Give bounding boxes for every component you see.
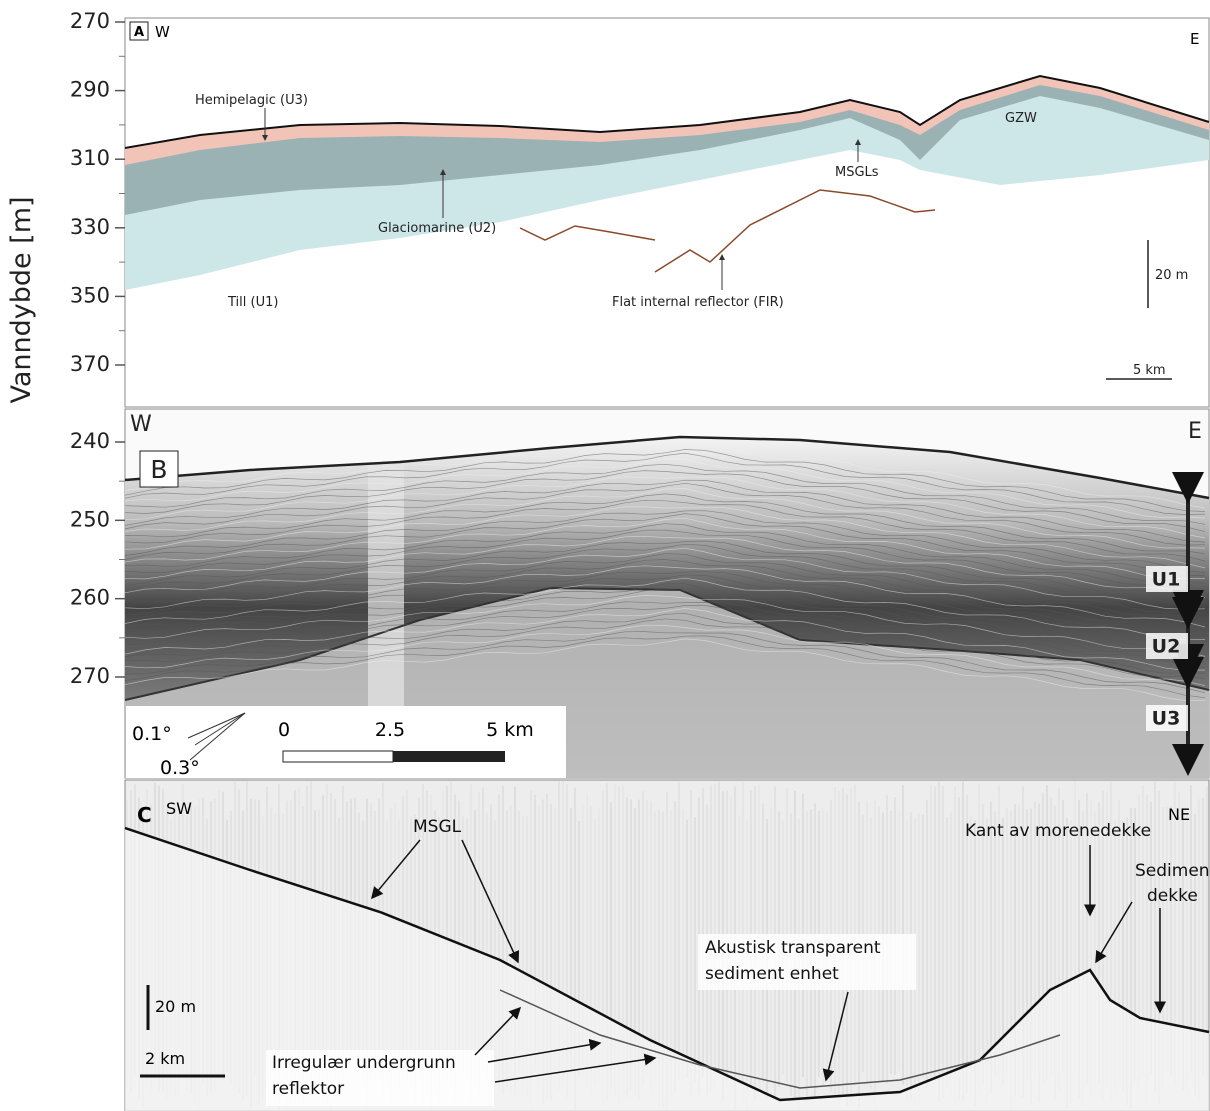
annotation: sediment enhet — [705, 964, 839, 984]
scale-label: 2 km — [145, 1049, 185, 1068]
direction: SW — [166, 799, 192, 818]
unit-label: U1 — [1152, 569, 1181, 591]
scale-label: 5 km — [486, 719, 534, 741]
panel-c: C SW NE MSGL Kant av morenedekke Sedimen… — [125, 780, 1210, 1111]
y-tick-label: 370 — [70, 352, 110, 376]
direction: NE — [1168, 805, 1190, 824]
angle-label: 0.3° — [160, 757, 200, 779]
scale-label: 0 — [278, 719, 290, 741]
panel-label: B — [150, 455, 167, 484]
annotation: reflektor — [272, 1079, 344, 1099]
scale-label: 20 m — [1155, 268, 1188, 283]
y-tick-label: 330 — [70, 215, 110, 239]
annotation: Glaciomarine (U2) — [378, 221, 496, 236]
annotation: Till (U1) — [227, 295, 278, 310]
panel-label: A — [134, 25, 144, 40]
depth-axes: 270 290 310 330 350 370 240 250 260 270 — [70, 9, 125, 688]
annotation: Flat internal reflector (FIR) — [612, 295, 784, 310]
figure: Vanndybde [m] A W E Hemipelagic (U3) Gla… — [0, 0, 1210, 1111]
y-axis-label: Vanndybde [m] — [6, 196, 37, 403]
panel-a: A W E Hemipelagic (U3) Glaciomarine (U2)… — [125, 18, 1209, 407]
direction: E — [1190, 30, 1199, 48]
annotation: Hemipelagic (U3) — [195, 93, 308, 108]
scale-label: 5 km — [1133, 363, 1166, 378]
direction: W — [130, 412, 152, 437]
direction: W — [155, 23, 170, 41]
y-tick-label: 270 — [70, 9, 110, 33]
panel-b: W E B 0.1° 0.3° 0 2.5 5 km U1 U2 U3 — [125, 409, 1209, 779]
annotation: MSGLs — [835, 165, 879, 180]
scale-label: 20 m — [155, 997, 196, 1016]
y-tick-label: 350 — [70, 283, 110, 307]
scale-bar — [393, 751, 505, 762]
annotation: Akustisk transparent — [705, 938, 881, 958]
annotation: GZW — [1005, 111, 1037, 126]
annotation: MSGL — [413, 817, 462, 837]
unit-label: U2 — [1152, 636, 1181, 658]
annotation: Sediment- — [1135, 861, 1210, 881]
panel-label: C — [137, 803, 152, 827]
y-tick-label: 270 — [70, 664, 110, 688]
y-tick-label: 310 — [70, 146, 110, 170]
y-tick-label: 250 — [70, 507, 110, 531]
y-tick-label: 260 — [70, 586, 110, 610]
annotation: dekke — [1147, 886, 1198, 906]
scale-bar — [283, 751, 393, 762]
y-tick-label: 290 — [70, 78, 110, 102]
direction: E — [1188, 419, 1202, 444]
scale-label: 2.5 — [375, 719, 405, 741]
unit-label: U3 — [1152, 708, 1181, 730]
y-tick-label: 240 — [70, 429, 110, 453]
annotation: Kant av morenedekke — [965, 821, 1151, 841]
angle-label: 0.1° — [132, 723, 172, 745]
annotation: Irregulær undergrunn — [272, 1053, 456, 1073]
